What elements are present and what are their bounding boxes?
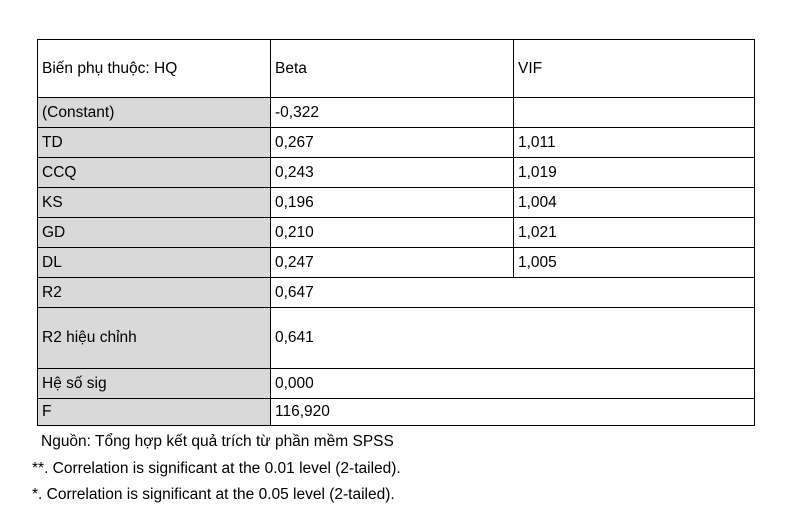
header-cell-vif: VIF	[513, 39, 755, 98]
table-header-row: Biến phụ thuộc: HQ Beta VIF	[37, 39, 755, 98]
summary-row-r2-adjusted: R2 hiệu chỉnh 0,641	[37, 307, 755, 369]
vif-value-cell	[513, 97, 755, 128]
vif-value-cell: 1,019	[513, 157, 755, 188]
summary-value-cell: 0,641	[270, 307, 755, 369]
beta-value-cell: 0,196	[270, 187, 514, 218]
regression-results-table: Biến phụ thuộc: HQ Beta VIF (Constant) -…	[37, 39, 755, 426]
regression-results-table-container: Biến phụ thuộc: HQ Beta VIF (Constant) -…	[37, 39, 755, 426]
table-row-ccq: CCQ 0,243 1,019	[37, 157, 755, 188]
table-row-gd: GD 0,210 1,021	[37, 217, 755, 248]
vif-value-cell: 1,011	[513, 127, 755, 158]
row-label-cell: GD	[37, 217, 271, 248]
summary-value-cell: 0,000	[270, 368, 755, 399]
beta-value-cell: 0,267	[270, 127, 514, 158]
beta-value-cell: -0,322	[270, 97, 514, 128]
row-label-cell: CCQ	[37, 157, 271, 188]
row-label-cell: Hệ số sig	[37, 368, 271, 399]
vif-value-cell: 1,004	[513, 187, 755, 218]
footnotes: Nguồn: Tổng hợp kết quả trích từ phần mề…	[32, 429, 401, 509]
table-row-constant: (Constant) -0,322	[37, 97, 755, 128]
significance-note-005: *. Correlation is significant at the 0.0…	[32, 486, 395, 503]
summary-row-sig: Hệ số sig 0,000	[37, 368, 755, 399]
table-row-dl: DL 0,247 1,005	[37, 247, 755, 278]
row-label-cell: (Constant)	[37, 97, 271, 128]
header-cell-dependent-variable: Biến phụ thuộc: HQ	[37, 39, 271, 98]
summary-row-r2: R2 0,647	[37, 277, 755, 308]
summary-value-cell: 0,647	[270, 277, 755, 308]
significance-note-001: **. Correlation is significant at the 0.…	[32, 459, 401, 477]
vif-value-cell: 1,021	[513, 217, 755, 248]
vif-value-cell: 1,005	[513, 247, 755, 278]
table-row-td: TD 0,267 1,011	[37, 127, 755, 158]
source-note: Nguồn: Tổng hợp kết quả trích từ phần mề…	[41, 433, 394, 450]
header-cell-beta: Beta	[270, 39, 514, 98]
row-label-cell: F	[37, 398, 271, 426]
row-label-cell: DL	[37, 247, 271, 278]
row-label-cell: KS	[37, 187, 271, 218]
summary-value-cell: 116,920	[270, 398, 755, 426]
beta-value-cell: 0,210	[270, 217, 514, 248]
row-label-cell: R2	[37, 277, 271, 308]
beta-value-cell: 0,247	[270, 247, 514, 278]
beta-value-cell: 0,243	[270, 157, 514, 188]
summary-row-f: F 116,920	[37, 398, 755, 426]
table-row-ks: KS 0,196 1,004	[37, 187, 755, 218]
row-label-cell: R2 hiệu chỉnh	[37, 307, 271, 369]
row-label-cell: TD	[37, 127, 271, 158]
